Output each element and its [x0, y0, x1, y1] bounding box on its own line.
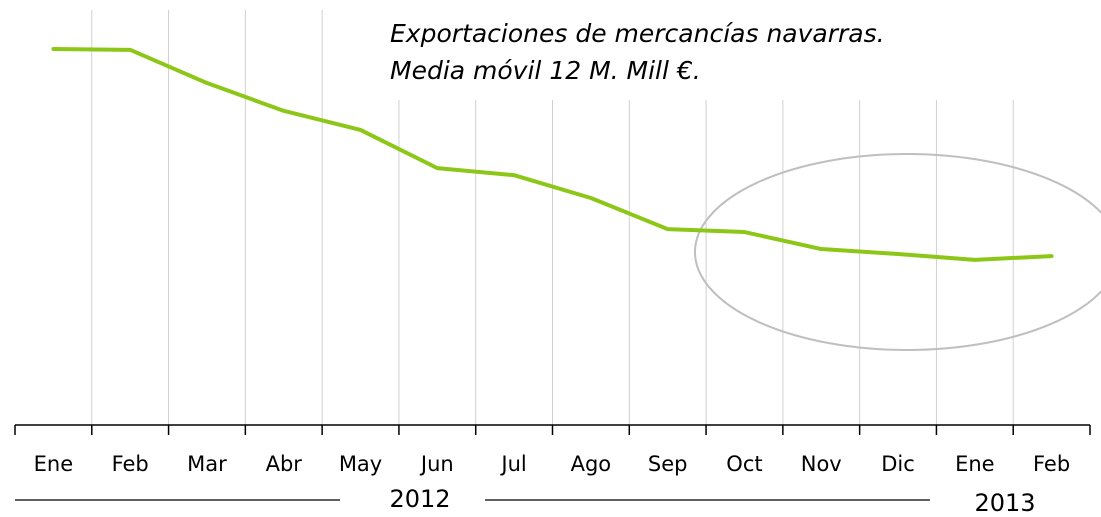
- year-label: 2013: [974, 489, 1035, 517]
- x-tick-label: Feb: [112, 452, 149, 476]
- x-tick-label: Mar: [187, 452, 227, 476]
- chart-title: Exportaciones de mercancías navarras.: [390, 19, 885, 48]
- x-tick-label: May: [339, 452, 382, 476]
- x-tick-label: Nov: [801, 452, 842, 476]
- x-tick-label: Dic: [881, 452, 915, 476]
- highlight-ellipse: [694, 153, 1101, 351]
- x-tick-label: Jul: [499, 452, 526, 476]
- x-tick-label: Oct: [726, 452, 762, 476]
- x-tick-label: Ago: [571, 452, 612, 476]
- x-tick-label: Feb: [1033, 452, 1070, 476]
- title-background: [380, 0, 1101, 100]
- x-tick-label: Ene: [955, 452, 995, 476]
- x-tick-label: Jun: [419, 452, 454, 476]
- x-tick-label: Ene: [34, 452, 74, 476]
- data-line: [51, 47, 1054, 262]
- year-label: 2012: [389, 485, 450, 513]
- x-tick-label: Sep: [648, 452, 688, 476]
- chart-title: Media móvil 12 M. Mill €.: [390, 56, 701, 85]
- x-tick-label: Abr: [266, 452, 303, 476]
